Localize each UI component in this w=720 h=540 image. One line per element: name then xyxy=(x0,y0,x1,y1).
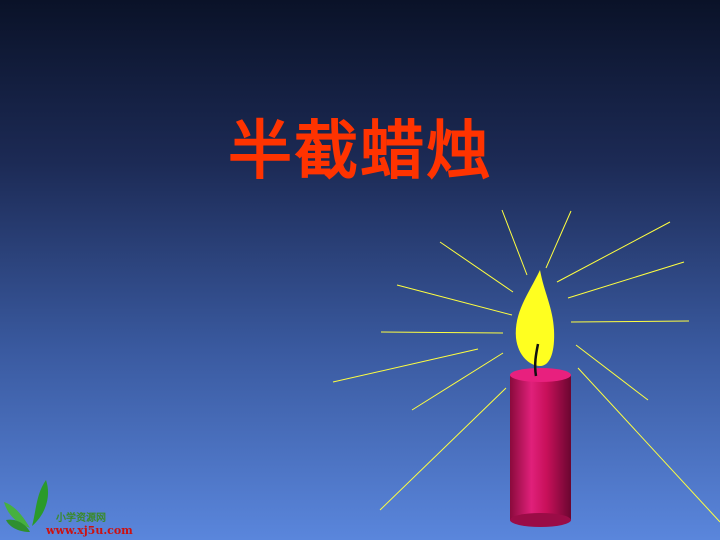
watermark-url[interactable]: www.xj5u.com xyxy=(46,524,133,537)
green-leaf-logo-icon xyxy=(4,480,49,532)
watermark-site-name: 小学资源网 xyxy=(56,513,106,524)
candle-top xyxy=(510,368,571,382)
candle-body xyxy=(510,375,571,520)
flame-icon xyxy=(515,270,555,366)
wick xyxy=(533,343,540,377)
light-ray xyxy=(332,348,479,383)
light-ray xyxy=(411,352,504,411)
light-ray xyxy=(575,344,649,401)
light-ray xyxy=(545,210,572,269)
slide-title: 半截蜡烛 xyxy=(228,115,492,189)
light-ray xyxy=(556,221,671,283)
light-rays xyxy=(332,209,720,523)
light-ray xyxy=(567,261,685,299)
candle-bottom xyxy=(510,513,571,527)
light-ray xyxy=(570,320,690,323)
light-ray xyxy=(439,241,514,293)
light-ray xyxy=(577,367,720,523)
light-ray xyxy=(380,331,504,334)
light-ray xyxy=(396,284,513,316)
light-ray xyxy=(379,387,507,511)
candle xyxy=(510,270,571,527)
light-ray xyxy=(501,209,528,276)
